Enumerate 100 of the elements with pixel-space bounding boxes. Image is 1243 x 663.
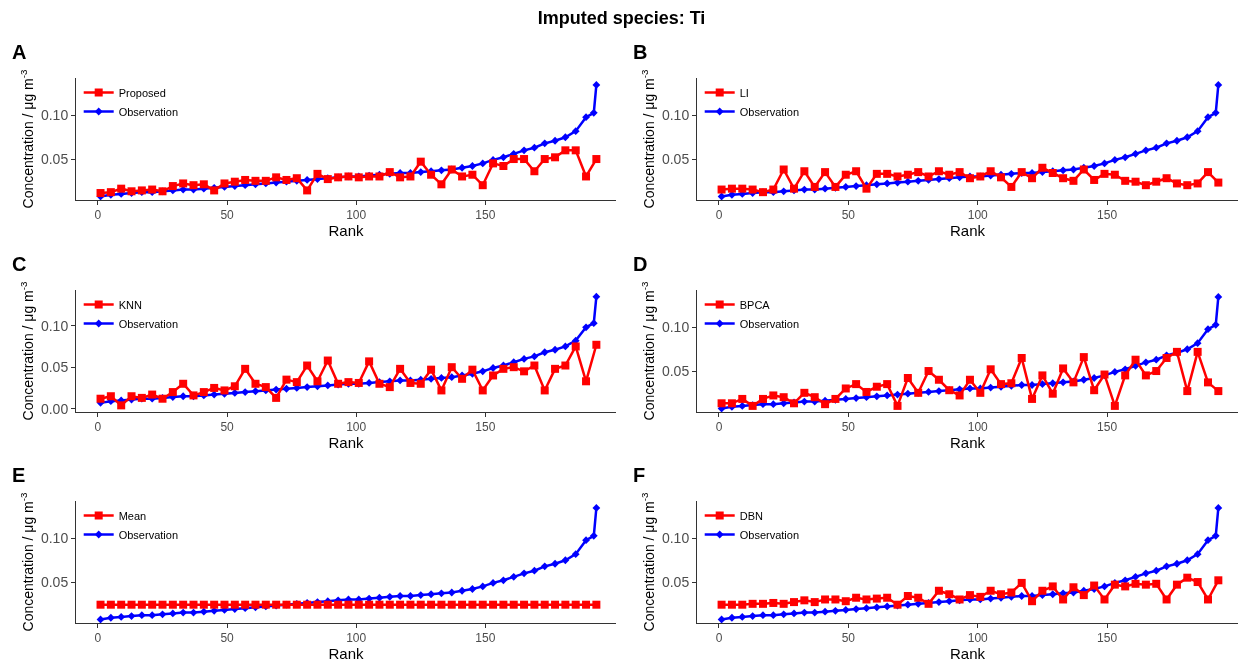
- point: [427, 374, 435, 383]
- point: [117, 600, 126, 609]
- point: [872, 180, 881, 189]
- point: [1193, 179, 1202, 188]
- point: [986, 167, 995, 176]
- point: [96, 600, 105, 609]
- y-tick-label: 0.10: [40, 530, 69, 547]
- point: [1214, 293, 1223, 301]
- point: [447, 588, 456, 597]
- point: [582, 536, 590, 545]
- point: [1141, 181, 1150, 190]
- point: [955, 391, 964, 400]
- point: [1121, 371, 1130, 380]
- point: [489, 600, 498, 609]
- point: [800, 388, 809, 397]
- point: [1017, 592, 1026, 600]
- chart-title: A: [12, 41, 27, 63]
- point: [1162, 139, 1171, 148]
- point: [499, 576, 508, 585]
- point: [478, 600, 487, 609]
- x-tick-label: 150: [475, 208, 496, 223]
- point: [520, 155, 529, 164]
- point: [106, 600, 115, 609]
- y-tick-label: 0.10: [661, 319, 690, 336]
- point: [1079, 375, 1088, 384]
- point: [1152, 367, 1161, 376]
- point: [976, 388, 985, 397]
- x-tick-label: 150: [1097, 420, 1118, 435]
- legend-label: Mean: [118, 509, 147, 522]
- point: [748, 612, 757, 620]
- x-tick-label: 50: [841, 631, 856, 646]
- point: [903, 177, 912, 186]
- point: [458, 172, 467, 181]
- point: [1121, 176, 1130, 185]
- point: [862, 604, 871, 613]
- point: [272, 393, 281, 402]
- point: [1038, 371, 1047, 380]
- point: [945, 590, 954, 599]
- point: [1110, 156, 1119, 164]
- point: [1203, 168, 1212, 177]
- point: [251, 176, 260, 185]
- x-tick-label: 50: [841, 420, 856, 435]
- x-axis-title: Rank: [949, 222, 986, 240]
- point: [1214, 387, 1223, 396]
- y-tick-label: 0.00: [40, 400, 69, 417]
- legend-label: Observation: [118, 105, 179, 118]
- point: [769, 400, 778, 409]
- point: [1141, 358, 1150, 367]
- point: [893, 401, 902, 410]
- point: [520, 600, 529, 609]
- point: [540, 600, 549, 609]
- point: [520, 569, 528, 578]
- point: [499, 600, 508, 609]
- point: [406, 600, 415, 609]
- point: [872, 169, 881, 178]
- point: [334, 600, 343, 609]
- point: [561, 556, 570, 565]
- point: [934, 586, 943, 595]
- legend-label: Proposed: [118, 86, 166, 99]
- x-tick-label: 50: [220, 631, 235, 646]
- point: [396, 600, 405, 609]
- point: [1131, 572, 1140, 581]
- x-tick-label: 150: [475, 420, 496, 435]
- point: [1204, 325, 1212, 334]
- point: [416, 379, 425, 388]
- point: [779, 393, 788, 402]
- point: [1059, 166, 1067, 175]
- point: [769, 598, 778, 607]
- point: [1028, 174, 1037, 183]
- point: [986, 383, 995, 392]
- point: [406, 172, 415, 181]
- point: [738, 613, 747, 621]
- x-tick-label: 0: [94, 420, 102, 435]
- point: [1007, 169, 1016, 178]
- point: [924, 388, 933, 396]
- point: [821, 607, 829, 616]
- point: [1172, 580, 1181, 589]
- point: [1214, 576, 1223, 585]
- point: [883, 593, 892, 602]
- point: [230, 177, 239, 186]
- chart-title: B: [633, 41, 648, 63]
- point: [551, 136, 559, 145]
- y-tick-label: 0.10: [40, 317, 69, 334]
- point: [1162, 174, 1171, 183]
- point: [1131, 355, 1140, 364]
- chart-title: E: [12, 464, 26, 486]
- point: [520, 354, 528, 363]
- point: [1100, 582, 1109, 591]
- point: [427, 365, 436, 374]
- point: [728, 613, 736, 622]
- legend-label: Observation: [739, 105, 800, 118]
- point: [872, 382, 881, 391]
- legend-label: BPCA: [739, 298, 771, 311]
- point: [779, 165, 788, 174]
- point: [1193, 347, 1202, 356]
- point: [1017, 353, 1026, 362]
- point: [758, 394, 767, 403]
- point: [106, 613, 115, 622]
- point: [955, 168, 964, 177]
- x-axis-title: Rank: [949, 645, 986, 663]
